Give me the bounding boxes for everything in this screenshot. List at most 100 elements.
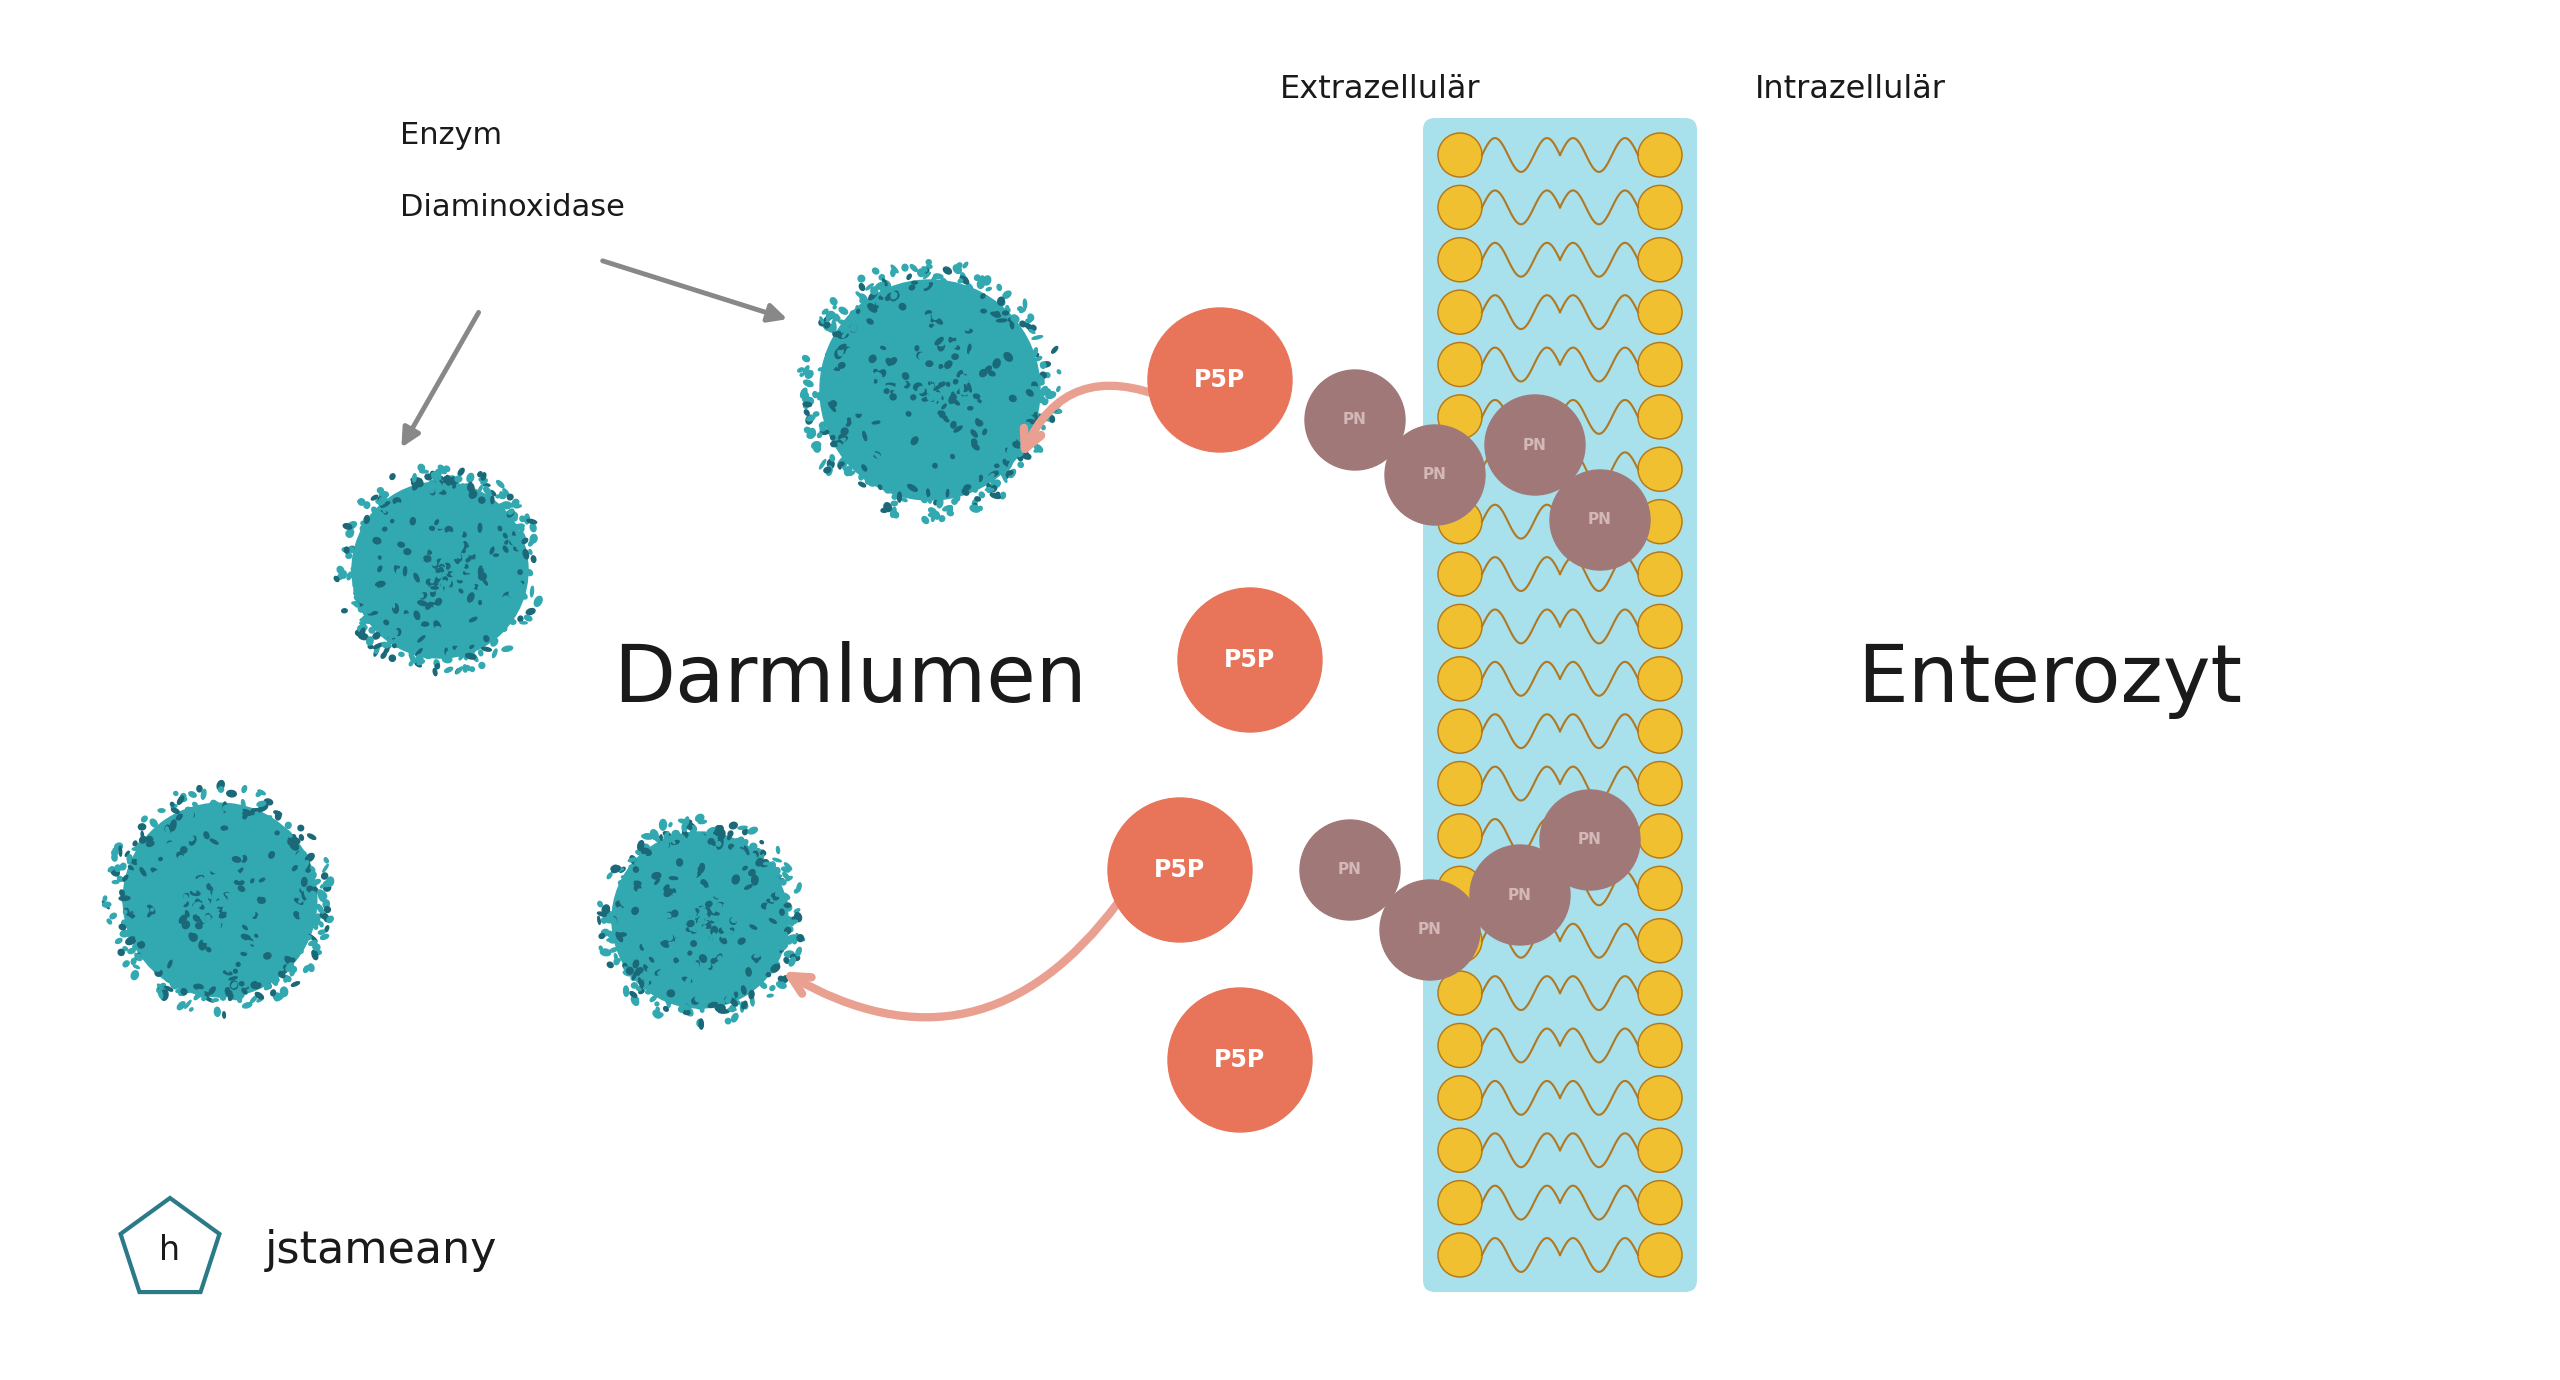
Ellipse shape — [428, 569, 430, 574]
Ellipse shape — [141, 868, 146, 876]
Ellipse shape — [699, 915, 701, 919]
Ellipse shape — [440, 567, 448, 574]
Ellipse shape — [696, 919, 704, 925]
Ellipse shape — [927, 310, 932, 315]
Ellipse shape — [673, 893, 676, 900]
Ellipse shape — [484, 580, 486, 585]
Ellipse shape — [691, 963, 699, 970]
Ellipse shape — [663, 981, 668, 988]
Ellipse shape — [502, 531, 509, 540]
Ellipse shape — [225, 966, 228, 972]
Ellipse shape — [617, 901, 625, 908]
Ellipse shape — [878, 341, 881, 346]
Ellipse shape — [965, 355, 970, 362]
Ellipse shape — [663, 1006, 668, 1012]
Ellipse shape — [399, 653, 404, 657]
Ellipse shape — [463, 522, 468, 527]
Ellipse shape — [768, 862, 776, 872]
Ellipse shape — [274, 831, 279, 835]
Ellipse shape — [914, 388, 924, 391]
Ellipse shape — [904, 344, 911, 351]
Ellipse shape — [133, 898, 136, 907]
Ellipse shape — [868, 464, 876, 472]
Ellipse shape — [220, 894, 225, 900]
Ellipse shape — [732, 1013, 737, 1023]
Ellipse shape — [998, 469, 1009, 475]
Ellipse shape — [115, 843, 123, 850]
Ellipse shape — [891, 476, 896, 483]
Ellipse shape — [986, 287, 991, 291]
Ellipse shape — [371, 508, 379, 515]
Ellipse shape — [256, 998, 264, 1002]
Ellipse shape — [794, 889, 799, 893]
Ellipse shape — [1055, 402, 1060, 407]
Ellipse shape — [515, 560, 520, 569]
Ellipse shape — [993, 384, 996, 389]
Ellipse shape — [952, 265, 963, 273]
Ellipse shape — [878, 284, 883, 291]
Ellipse shape — [937, 442, 942, 446]
Ellipse shape — [417, 588, 422, 592]
Ellipse shape — [1009, 317, 1016, 322]
Ellipse shape — [847, 349, 850, 352]
Ellipse shape — [668, 920, 673, 926]
Ellipse shape — [1032, 406, 1037, 413]
Ellipse shape — [901, 265, 909, 270]
Ellipse shape — [712, 911, 719, 918]
Ellipse shape — [681, 994, 686, 999]
Ellipse shape — [379, 491, 389, 498]
Ellipse shape — [1044, 414, 1055, 422]
Circle shape — [1469, 845, 1569, 945]
Ellipse shape — [1027, 389, 1034, 396]
Ellipse shape — [893, 294, 899, 298]
Ellipse shape — [712, 926, 717, 934]
Ellipse shape — [783, 903, 791, 908]
Ellipse shape — [942, 382, 945, 385]
Ellipse shape — [763, 969, 768, 977]
Ellipse shape — [617, 907, 622, 912]
Ellipse shape — [425, 562, 433, 569]
Ellipse shape — [259, 905, 264, 911]
Ellipse shape — [648, 857, 655, 862]
Ellipse shape — [430, 586, 438, 589]
Ellipse shape — [963, 277, 968, 284]
Ellipse shape — [276, 952, 282, 958]
Ellipse shape — [968, 284, 973, 290]
Ellipse shape — [366, 638, 374, 646]
Ellipse shape — [911, 392, 919, 399]
Circle shape — [1638, 604, 1682, 649]
Ellipse shape — [481, 477, 484, 484]
Ellipse shape — [494, 577, 499, 584]
Ellipse shape — [883, 310, 888, 316]
Ellipse shape — [986, 410, 991, 418]
Ellipse shape — [758, 858, 763, 865]
Ellipse shape — [852, 457, 860, 461]
Ellipse shape — [952, 364, 957, 371]
Ellipse shape — [719, 831, 724, 840]
Ellipse shape — [676, 963, 684, 970]
Ellipse shape — [456, 556, 461, 562]
Ellipse shape — [632, 972, 637, 980]
Ellipse shape — [878, 275, 883, 280]
Ellipse shape — [701, 932, 709, 941]
Ellipse shape — [630, 856, 637, 864]
Ellipse shape — [212, 875, 215, 882]
Ellipse shape — [934, 374, 942, 378]
Ellipse shape — [701, 920, 709, 929]
Ellipse shape — [988, 471, 998, 477]
Ellipse shape — [294, 912, 300, 919]
Ellipse shape — [307, 867, 315, 874]
Circle shape — [819, 280, 1039, 500]
Ellipse shape — [461, 560, 466, 566]
Ellipse shape — [471, 644, 474, 649]
Ellipse shape — [991, 415, 993, 424]
Ellipse shape — [284, 829, 292, 838]
Ellipse shape — [970, 351, 975, 356]
Ellipse shape — [128, 901, 133, 907]
Ellipse shape — [745, 846, 750, 854]
Ellipse shape — [223, 894, 228, 900]
Ellipse shape — [771, 985, 776, 991]
Ellipse shape — [466, 524, 471, 531]
Ellipse shape — [379, 502, 384, 508]
Ellipse shape — [522, 538, 527, 544]
